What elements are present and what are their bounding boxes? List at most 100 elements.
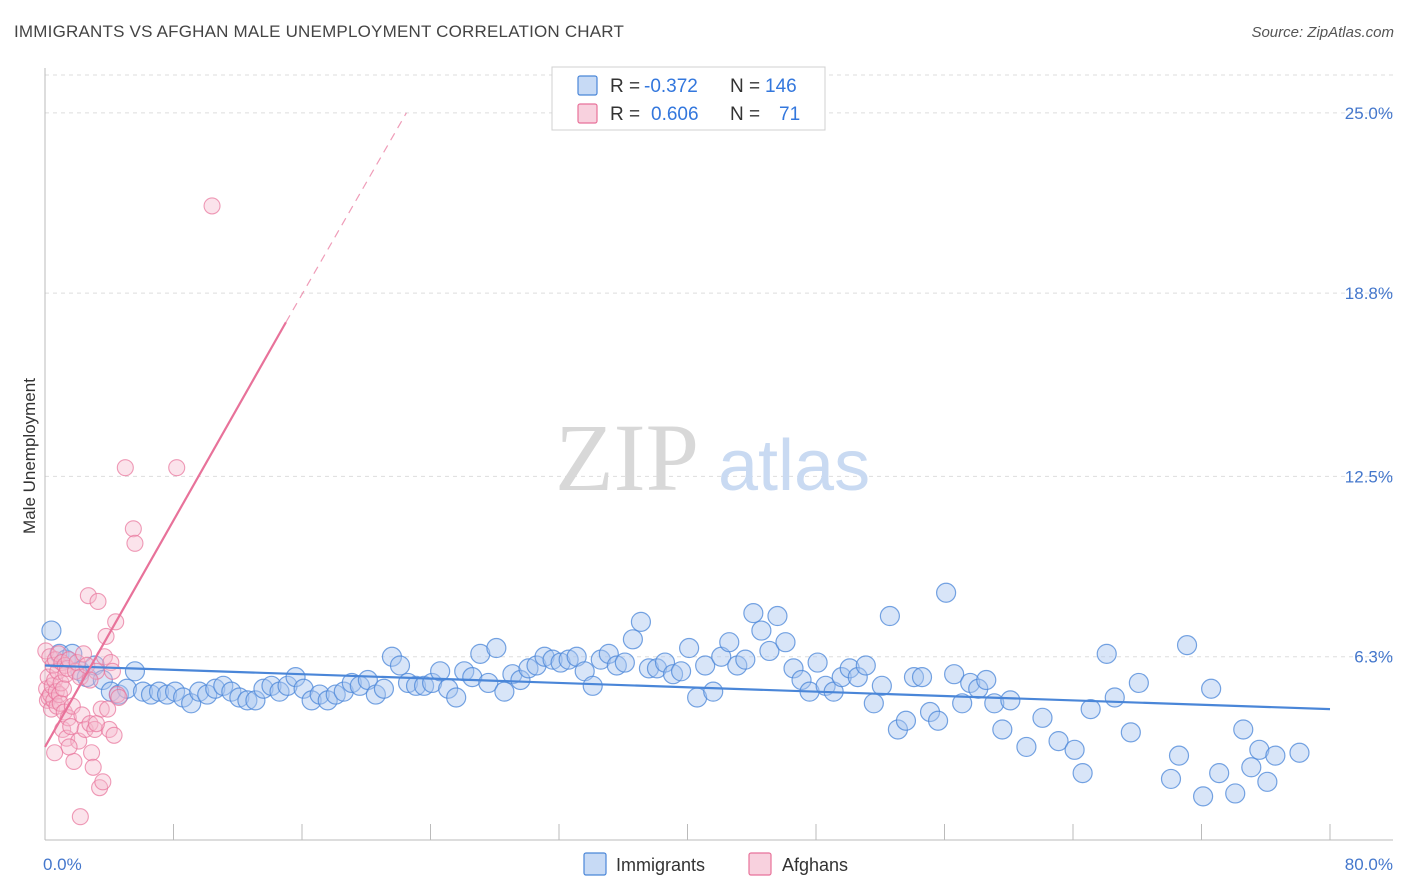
legend-swatch-afghans (577, 103, 598, 124)
immigrants-point-114 (952, 693, 973, 714)
immigrants-point-126 (1080, 699, 1101, 720)
y-tick-label-2: 18.8% (1345, 284, 1393, 303)
immigrants-point-32 (293, 678, 314, 699)
immigrants-point-56 (486, 637, 507, 659)
immigrants-point-24 (229, 687, 250, 708)
immigrants-point-104 (871, 675, 892, 696)
immigrants-trend-line (44, 664, 1331, 711)
immigrants-point-110 (919, 701, 941, 723)
afghans-point-65 (71, 808, 89, 826)
immigrants-point-134 (1193, 786, 1214, 807)
immigrants-point-112 (936, 582, 957, 603)
afghans-point-60 (116, 459, 134, 477)
immigrants-point-57 (494, 681, 515, 702)
axes (44, 68, 1393, 841)
immigrants-point-30 (277, 675, 298, 696)
top-legend: R = -0.372 N = 146 R = 0.606 N = 71 (551, 66, 826, 131)
afghans-point-64 (203, 197, 221, 215)
immigrants-point-137 (1225, 783, 1246, 804)
immigrants-point-68 (582, 675, 603, 696)
afghans-point-59 (110, 688, 128, 707)
y-tick-labels: 6.3% 12.5% 18.8% 25.0% (1345, 104, 1393, 667)
immigrants-point-89 (751, 620, 772, 641)
legend-swatch-immigrants (577, 75, 598, 96)
immigrants-point-99 (831, 667, 852, 688)
x-tick-min: 0.0% (43, 855, 82, 874)
immigrants-point-101 (847, 667, 868, 688)
immigrants-point-78 (662, 664, 684, 685)
immigrants-point-43 (381, 646, 403, 667)
immigrants-point-53 (462, 667, 483, 688)
immigrants-point-64 (550, 652, 571, 673)
immigrants-point-143 (1289, 742, 1310, 763)
immigrants-point-94 (791, 669, 812, 691)
immigrants-point-27 (253, 678, 274, 699)
immigrants-point-65 (558, 649, 579, 670)
immigrants-point-80 (679, 637, 700, 659)
immigrants-point-125 (1072, 762, 1093, 784)
immigrants-point-60 (518, 658, 539, 679)
y-tick-label-3: 25.0% (1345, 104, 1393, 123)
bottom-legend-swatch-immigrants (583, 852, 607, 876)
x-tick-max: 80.0% (1345, 855, 1393, 874)
immigrants-point-26 (245, 690, 266, 711)
immigrants-point-109 (911, 667, 933, 688)
afghans-point-58 (108, 686, 126, 704)
immigrants-point-31 (285, 667, 306, 688)
immigrants-point-92 (775, 632, 796, 653)
legend-r-label-afghans: R = (610, 104, 640, 125)
immigrants-point-11 (124, 661, 146, 682)
y-tick-label-1: 12.5% (1345, 467, 1393, 486)
legend-n-label-afghans: N = (730, 104, 760, 125)
source-credit: Source: ZipAtlas.com (1251, 24, 1394, 41)
immigrants-point-51 (446, 687, 467, 708)
immigrants-point-13 (140, 684, 162, 705)
legend-n-value-immigrants: 146 (765, 76, 797, 97)
afghans-point-32 (65, 752, 83, 771)
legend-r-value-immigrants: -0.372 (644, 76, 698, 97)
legend-n-label-immigrants: N = (730, 76, 760, 97)
bottom-legend: Immigrants Afghans (583, 852, 848, 876)
immigrants-point-19 (189, 681, 210, 702)
watermark-zip: ZIP (555, 404, 699, 511)
immigrants-point-139 (1241, 757, 1262, 778)
immigrants-point-122 (1032, 707, 1053, 728)
immigrants-point-73 (622, 629, 643, 650)
afghans-points (37, 197, 221, 826)
legend-r-label-immigrants: R = (610, 76, 640, 97)
immigrants-point-12 (132, 681, 154, 702)
immigrants-point-132 (1168, 745, 1190, 766)
immigrants-point-37 (333, 681, 354, 702)
immigrants-point-71 (606, 655, 627, 676)
afghans-point-30 (62, 718, 80, 736)
immigrants-point-85 (719, 632, 740, 653)
immigrants-point-136 (1209, 762, 1230, 784)
legend-n-value-afghans: 71 (779, 104, 800, 125)
immigrants-point-107 (895, 710, 917, 731)
immigrants-point-128 (1104, 687, 1125, 708)
immigrants-point-90 (759, 640, 780, 662)
immigrants-point-105 (879, 605, 900, 627)
immigrants-point-62 (534, 646, 555, 667)
immigrants-point-36 (325, 684, 346, 705)
immigrants-point-88 (743, 603, 764, 624)
immigrants-point-127 (1096, 643, 1117, 664)
immigrants-point-138 (1233, 719, 1254, 740)
afghans-trend-extension (285, 112, 407, 323)
immigrants-points (41, 582, 1310, 807)
afghans-point-53 (99, 700, 117, 718)
immigrants-point-0 (41, 620, 62, 641)
immigrants-point-135 (1201, 678, 1222, 699)
watermark-atlas: atlas (718, 426, 870, 506)
immigrants-point-130 (1128, 672, 1149, 694)
immigrants-point-123 (1048, 731, 1069, 752)
immigrants-point-70 (598, 643, 619, 664)
afghans-point-56 (103, 662, 122, 680)
immigrants-point-141 (1257, 771, 1278, 792)
immigrants-point-103 (863, 693, 884, 714)
afghans-point-66 (60, 738, 78, 756)
immigrants-point-21 (205, 678, 226, 699)
immigrants-point-63 (542, 649, 563, 670)
afghans-point-50 (94, 773, 112, 791)
